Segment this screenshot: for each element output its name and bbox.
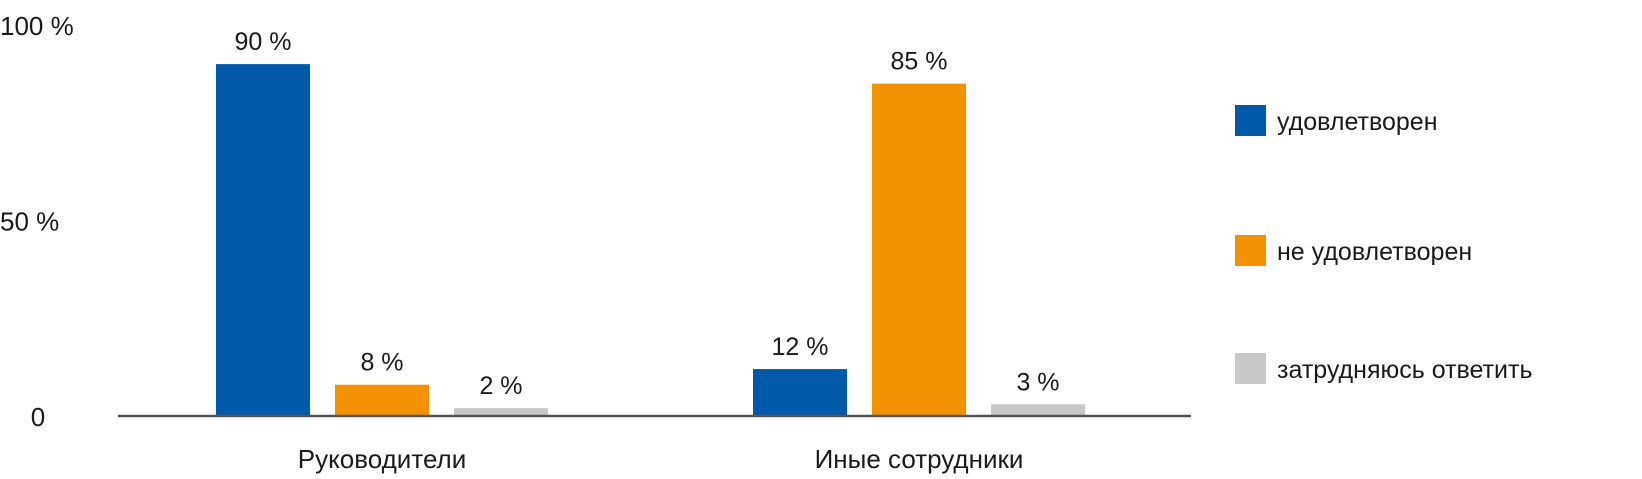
- data-label: 12 %: [772, 333, 829, 361]
- bar: [335, 384, 429, 416]
- data-label: 2 %: [479, 372, 522, 400]
- x-category-label: Иные сотрудники: [815, 444, 1024, 474]
- data-label: 90 %: [235, 28, 292, 56]
- legend-label: удовлетворен: [1277, 108, 1438, 136]
- bar: [872, 83, 966, 417]
- data-label: 8 %: [360, 349, 403, 377]
- legend-swatch: [1235, 235, 1266, 266]
- y-tick-label: 50 %: [0, 207, 59, 237]
- bar: [991, 404, 1085, 416]
- legend-label: не удовлетворен: [1277, 238, 1472, 266]
- bar: [454, 408, 548, 416]
- bar: [216, 64, 310, 416]
- data-label: 3 %: [1016, 368, 1059, 396]
- legend-swatch: [1235, 105, 1266, 136]
- y-tick-label: 100 %: [0, 11, 74, 41]
- legend-label: затрудняюсь ответить: [1277, 356, 1532, 384]
- legend-swatch: [1235, 353, 1266, 384]
- x-category-label: Руководители: [298, 444, 466, 474]
- data-label: 85 %: [891, 48, 948, 76]
- y-tick-label: 0: [31, 402, 45, 432]
- bar: [753, 369, 847, 416]
